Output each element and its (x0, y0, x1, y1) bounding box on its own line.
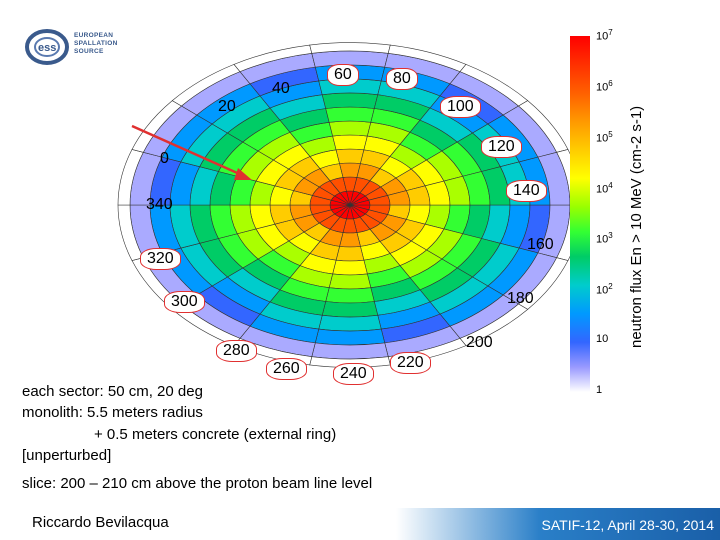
color-scale-tick: 105 (596, 129, 613, 145)
logo-text: EUROPEAN SPALLATION SOURCE (74, 32, 118, 56)
description-line-2: monolith: 5.5 meters radius (22, 404, 203, 421)
angle-label-100: 100 (440, 96, 481, 118)
color-scale-tick: 107 (596, 28, 613, 43)
angle-label-340: 340 (146, 196, 173, 213)
flux-cell (311, 342, 389, 360)
description-line-4: [unperturbed] (22, 447, 112, 464)
angle-label-0: 0 (160, 150, 169, 167)
flux-cell (325, 106, 375, 123)
description-line-3: + 0.5 meters concrete (external ring) (94, 426, 337, 443)
footer-band (0, 508, 720, 540)
footer-author: Riccardo Bevilacqua (32, 514, 169, 531)
flux-cell (335, 148, 365, 164)
angle-label-260: 260 (266, 358, 307, 380)
color-scale-bar (570, 36, 590, 392)
angle-label-240: 240 (333, 363, 374, 385)
angle-label-280: 280 (216, 340, 257, 362)
angle-label-80: 80 (386, 68, 418, 90)
flux-cell (335, 246, 365, 262)
angle-label-160: 160 (527, 236, 554, 253)
angle-label-200: 200 (466, 334, 493, 351)
angle-label-180: 180 (507, 290, 534, 307)
color-scale-tick: 1 (596, 384, 603, 396)
angle-label-220: 220 (390, 352, 431, 374)
svg-text:ess: ess (38, 42, 56, 54)
flux-cell (332, 259, 368, 276)
ess-logo-icon: ess (25, 29, 69, 65)
flux-cell (321, 92, 379, 109)
pointer-arrow-line (131, 124, 245, 178)
angle-label-120: 120 (481, 136, 522, 158)
color-scale-tick: 103 (596, 231, 613, 247)
flux-cell (328, 273, 372, 290)
description-line-5: slice: 200 – 210 cm above the proton bea… (22, 475, 373, 492)
color-scale-title: neutron flux En > 10 MeV (cm-2 s-1) (628, 105, 645, 348)
logo-line-1: EUROPEAN (74, 32, 114, 39)
footer-event: SATIF-12, April 28-30, 2014 (541, 517, 715, 533)
color-scale-tick: 106 (596, 78, 613, 94)
angle-label-300: 300 (164, 291, 205, 313)
pointer-arrow-head (234, 168, 252, 180)
logo-line-3: SOURCE (74, 48, 104, 55)
description-line-1: each sector: 50 cm, 20 deg (22, 383, 203, 400)
angle-label-60: 60 (327, 64, 359, 86)
color-scale-tick: 102 (596, 282, 613, 297)
flux-cell (328, 120, 372, 137)
flux-cell (321, 301, 379, 318)
angle-label-20: 20 (218, 98, 236, 115)
angle-label-140: 140 (506, 180, 547, 202)
flux-cell (332, 134, 368, 151)
flux-cell (318, 314, 382, 332)
flux-cell (314, 328, 386, 346)
color-scale-tick: 10 (596, 333, 609, 346)
angle-label-320: 320 (140, 248, 181, 270)
logo-line-2: SPALLATION (74, 40, 118, 47)
color-scale-tick: 104 (596, 180, 613, 196)
angle-label-40: 40 (272, 80, 290, 97)
flux-cell (325, 287, 375, 304)
